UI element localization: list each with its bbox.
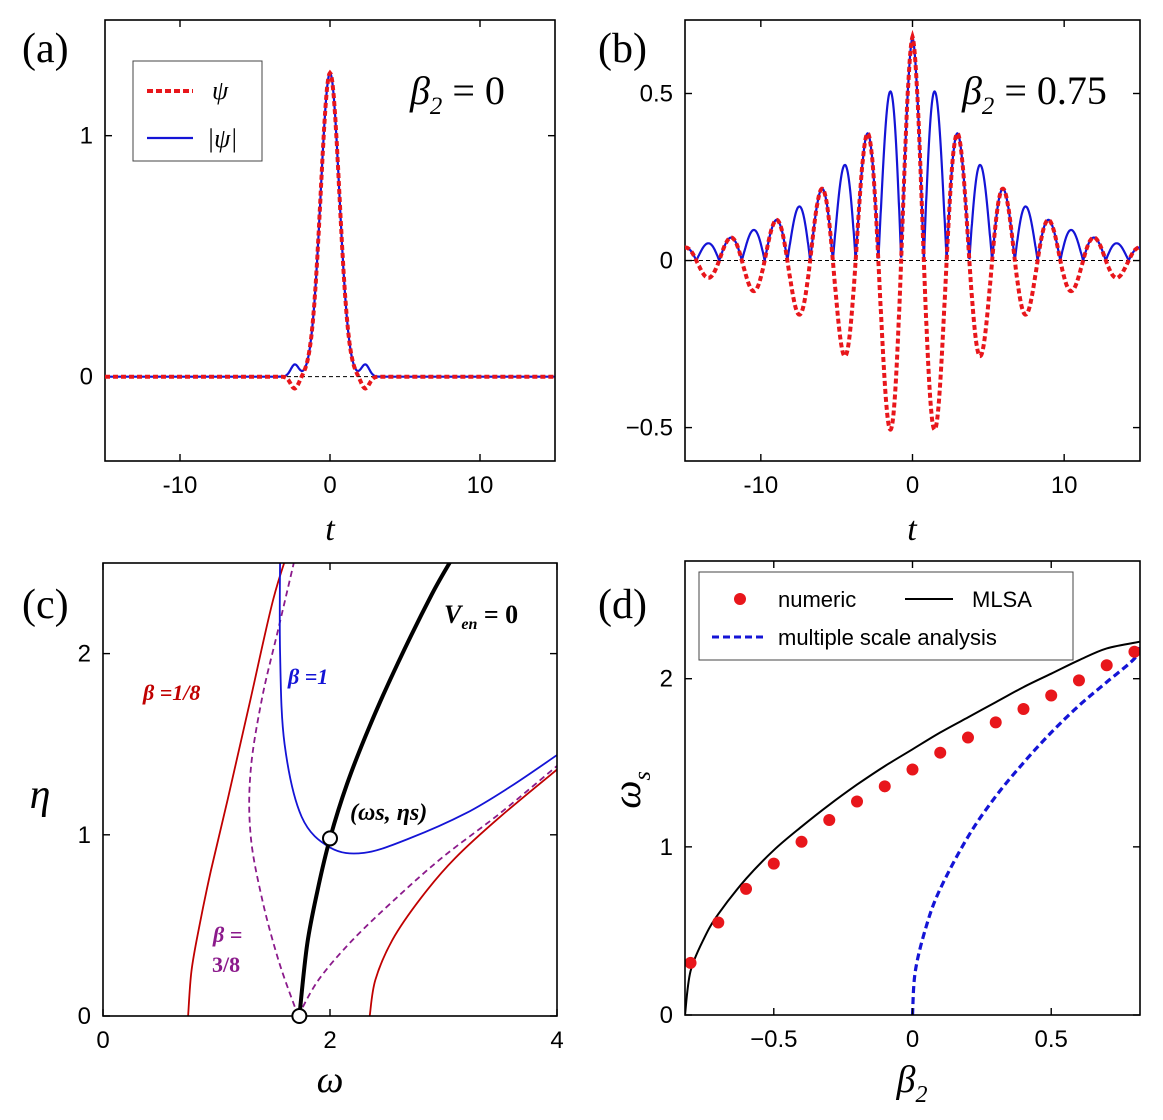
x-tick-label: -10	[743, 472, 778, 499]
numeric-point	[906, 763, 919, 776]
y-axis-label: ωs	[604, 771, 656, 809]
x-tick-label: −0.5	[750, 1026, 797, 1053]
beta-1-8-label: β =1/8	[142, 680, 200, 705]
x-tick-label: -10	[163, 472, 198, 499]
numeric-point	[961, 731, 974, 744]
curves-group	[187, 563, 557, 1016]
beta-3-8-label-bottom: 3/8	[212, 952, 240, 977]
x-tick-label: 0	[96, 1027, 109, 1054]
legend-psi-label: ψ	[212, 76, 229, 105]
legend: ψ |ψ|	[132, 60, 263, 162]
curves-group	[685, 640, 1140, 1015]
beta-1-label: β =1	[287, 664, 328, 689]
beta-3-8-right-curve	[297, 765, 557, 1016]
legend-box	[698, 571, 1074, 661]
numeric-point	[1017, 702, 1030, 715]
numeric-point	[851, 795, 864, 808]
panel-c-plot: 0 2 4 0 1 2 β =1/8 β = 3/8 β =1 Ven = 0 (ωs, ηs) ω η	[30, 562, 564, 1101]
y-tick-label: 0	[660, 1002, 673, 1029]
beta2-annotation: β2 = 0	[409, 68, 505, 120]
panel-label-b: (b)	[598, 26, 647, 72]
panel-b-plot: -10 0 10 −0.5 0 0.5 β2 = 0.75 t	[626, 19, 1141, 548]
legend-numeric-swatch	[734, 593, 746, 605]
x-axis-label: t	[907, 511, 918, 548]
numeric-point	[740, 882, 753, 895]
beta2-annotation: β2 = 0.75	[961, 68, 1107, 120]
legend-numeric-label: numeric	[778, 587, 856, 612]
legend-box	[132, 60, 263, 162]
numeric-point	[1072, 674, 1085, 687]
plot-frame	[102, 562, 558, 1017]
numeric-point	[795, 835, 808, 848]
y-tick-label: 1	[78, 822, 91, 849]
numeric-point	[989, 716, 1002, 729]
numeric-point	[1128, 645, 1140, 658]
y-tick-label: 2	[660, 666, 673, 693]
x-tick-label: 0	[906, 472, 919, 499]
beta-3-8-left-curve	[248, 563, 300, 1016]
omega-s-eta-s-label: (ωs, ηs)	[350, 800, 427, 826]
numeric-point	[823, 813, 836, 826]
panel-label-c: (c)	[22, 582, 69, 628]
panel-a-plot: -10 0 10 0 1 ψ |ψ| β2 = 0 t	[80, 19, 556, 548]
numeric-point	[878, 780, 891, 793]
legend: numeric MLSA multiple scale analysis	[698, 571, 1074, 661]
y-tick-label: 1	[80, 123, 93, 150]
x-tick-label: 2	[323, 1027, 336, 1054]
x-tick-label: 10	[1051, 472, 1078, 499]
ven-zero-label: Ven = 0	[444, 600, 518, 633]
y-tick-label: 0	[80, 364, 93, 391]
y-tick-label: 1	[660, 834, 673, 861]
x-tick-label: 10	[467, 472, 494, 499]
y-tick-label: 0	[660, 248, 673, 275]
panel-label-d: (d)	[598, 582, 647, 628]
x-axis-label: t	[325, 511, 336, 548]
beta-1-curve	[278, 563, 557, 855]
x-tick-label: 0	[906, 1026, 919, 1053]
x-tick-label: 0	[323, 472, 336, 499]
y-tick-label: 0.5	[640, 81, 673, 108]
panel-label-a: (a)	[22, 26, 69, 72]
x-axis-label: β2	[896, 1059, 928, 1108]
intersection-point	[322, 830, 338, 847]
beta-1-8-left-curve	[187, 563, 286, 1016]
numeric-point	[685, 956, 697, 969]
x-tick-label: 0.5	[1035, 1026, 1068, 1053]
y-axis-label: η	[30, 772, 51, 818]
psi-curve	[684, 29, 1141, 432]
psi-curve	[105, 69, 555, 391]
beta-3-8-label-top: β =	[212, 922, 242, 947]
panel-d-plot: −0.5 0 0.5 0 1 2 numeric MLSA multiple scale ana…	[604, 560, 1141, 1108]
numeric-point	[1100, 659, 1113, 672]
intersection-point	[291, 1008, 308, 1024]
numeric-point	[712, 916, 725, 929]
y-tick-label: 2	[78, 641, 91, 668]
mlsa-curve	[685, 640, 1140, 1015]
x-tick-label: 4	[550, 1027, 563, 1054]
y-tick-label: −0.5	[626, 415, 673, 442]
beta-1-8-right-curve	[368, 768, 557, 1016]
y-tick-label: 0	[78, 1003, 91, 1030]
x-axis-label: ω	[317, 1059, 344, 1101]
numeric-point	[767, 857, 780, 870]
multiple-scale-curve	[910, 644, 1140, 1015]
numeric-point	[934, 746, 947, 759]
legend-mlsa-label: MLSA	[972, 587, 1032, 612]
numeric-point	[1045, 689, 1058, 702]
legend-msa-label: multiple scale analysis	[778, 625, 997, 650]
ven-zero-curve	[297, 563, 452, 1016]
legend-abs-label: |ψ|	[207, 124, 237, 153]
